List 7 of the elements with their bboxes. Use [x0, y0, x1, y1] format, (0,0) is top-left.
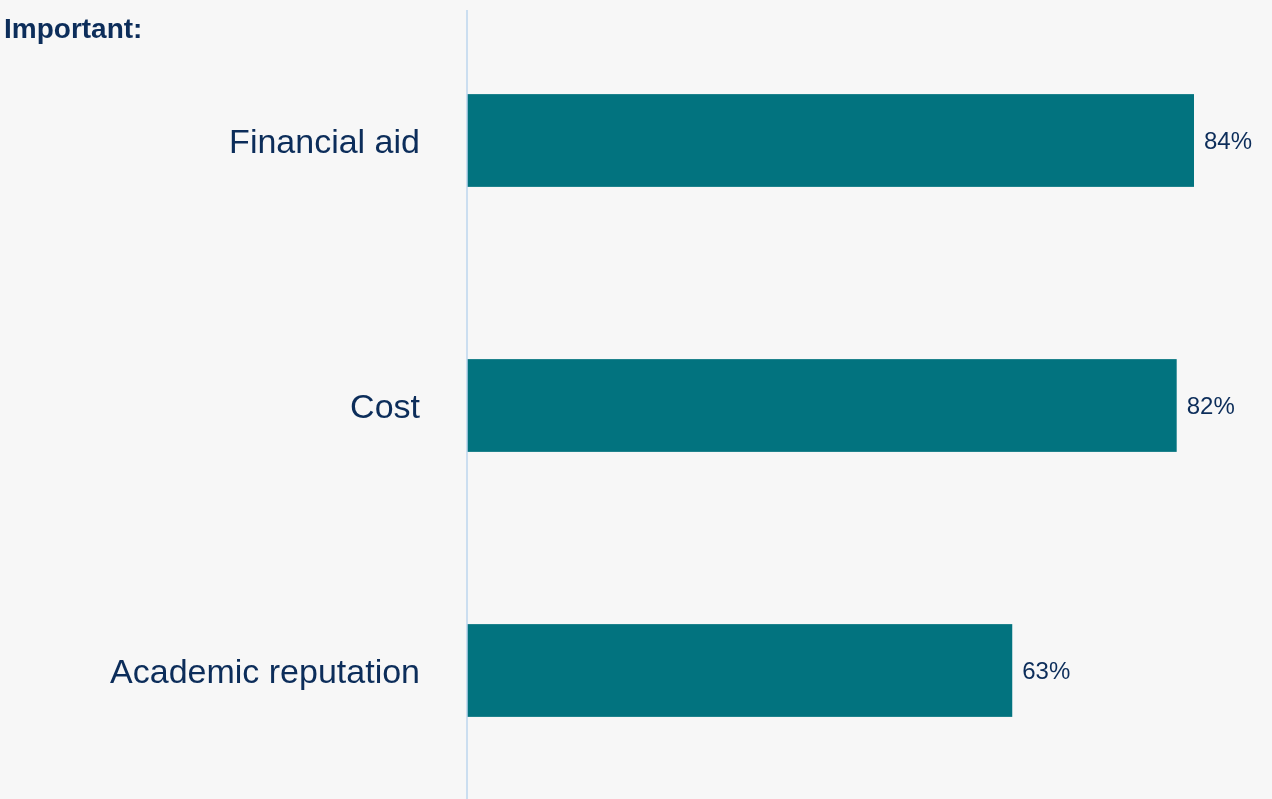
y-tick-label: Cost	[350, 386, 421, 425]
data-label: 63%	[1022, 657, 1071, 684]
text: Important:	[4, 13, 143, 44]
y-tick-label: Academic reputation	[110, 651, 420, 690]
y-tick-label: Financial aid	[229, 121, 420, 160]
data-label: 82%	[1186, 392, 1235, 419]
data-label: 84%	[1204, 127, 1253, 154]
